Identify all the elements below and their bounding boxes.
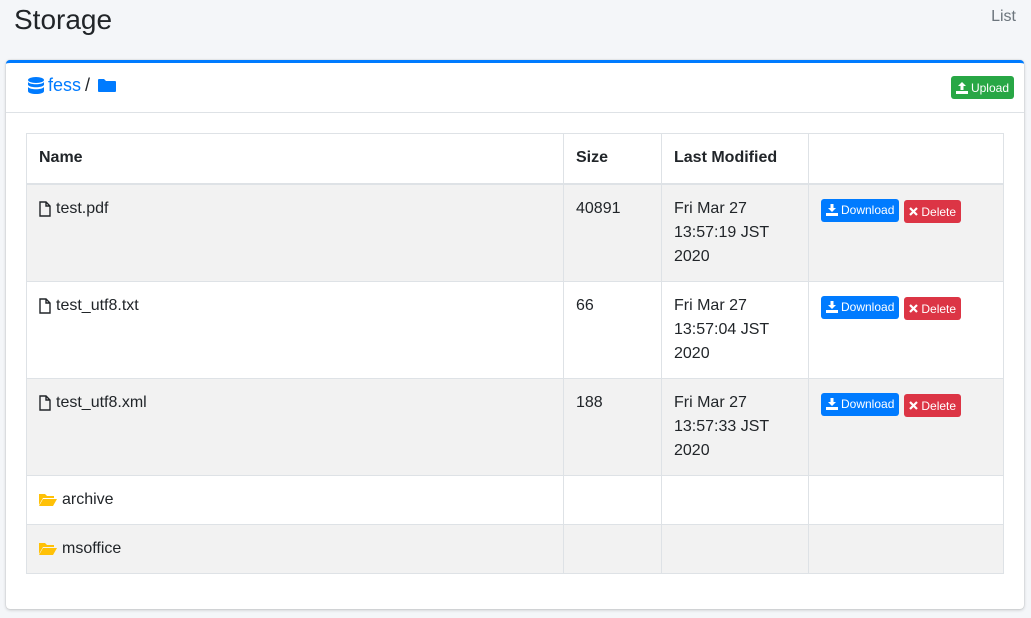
- file-icon: [39, 200, 51, 217]
- actions-cell: Download Delete: [808, 183, 1004, 282]
- folder-open-icon: [39, 493, 57, 506]
- upload-button[interactable]: Upload: [950, 76, 1014, 99]
- header-name: Name: [26, 133, 564, 185]
- times-icon: [909, 304, 919, 313]
- upload-icon: [955, 81, 968, 94]
- path-separator: /: [85, 75, 91, 95]
- file-table: Name Size Last Modified test.pdf 40891 F…: [26, 133, 1004, 574]
- table-row: msoffice: [26, 523, 1004, 574]
- size-cell: 66: [563, 280, 662, 379]
- modified-cell: Fri Mar 27 13:57:33 JST 2020: [661, 377, 809, 476]
- times-icon: [909, 401, 919, 410]
- download-button[interactable]: Download: [821, 198, 900, 222]
- folder-open-icon: [39, 542, 57, 555]
- table-row: test_utf8.txt 66 Fri Mar 27 13:57:04 JST 2…: [26, 280, 1004, 379]
- card-header: fess / Upload: [6, 63, 1024, 113]
- path-root-link[interactable]: fess: [48, 75, 82, 95]
- folder-name[interactable]: msoffice: [62, 539, 122, 557]
- folder-icon[interactable]: [98, 78, 117, 93]
- size-cell: 40891: [563, 183, 662, 282]
- name-cell: msoffice: [26, 523, 564, 574]
- table-row: test.pdf 40891 Fri Mar 27 13:57:19 JST 202…: [26, 183, 1004, 282]
- header-modified: Last Modified: [661, 133, 809, 185]
- database-icon: [28, 76, 44, 94]
- file-icon: [39, 394, 51, 411]
- table-row: archive: [26, 474, 1004, 525]
- folder-name[interactable]: archive: [62, 490, 114, 508]
- actions-cell: Download Delete: [808, 280, 1004, 379]
- file-name[interactable]: test_utf8.xml: [56, 393, 147, 411]
- download-icon: [826, 301, 838, 313]
- header-size: Size: [563, 133, 662, 185]
- download-icon: [826, 398, 838, 410]
- page-title: Storage: [14, 4, 113, 35]
- modified-cell: Fri Mar 27 13:57:04 JST 2020: [661, 280, 809, 379]
- delete-button[interactable]: Delete: [904, 394, 962, 417]
- delete-button[interactable]: Delete: [904, 200, 962, 223]
- file-icon: [39, 297, 51, 314]
- name-cell: test_utf8.xml: [26, 377, 564, 476]
- modified-cell: Fri Mar 27 13:57:19 JST 2020: [661, 183, 809, 282]
- path-breadcrumb: fess /: [28, 75, 117, 96]
- header-actions: [808, 133, 1004, 185]
- download-icon: [826, 204, 838, 216]
- times-icon: [909, 207, 919, 216]
- name-cell: test_utf8.txt: [26, 280, 564, 379]
- actions-cell: Download Delete: [808, 377, 1004, 476]
- name-cell: archive: [26, 474, 564, 525]
- download-button[interactable]: Download: [821, 295, 900, 319]
- table-row: test_utf8.xml 188 Fri Mar 27 13:57:33 JST…: [26, 377, 1004, 476]
- name-cell: test.pdf: [26, 183, 564, 282]
- file-name[interactable]: test.pdf: [56, 199, 109, 217]
- size-cell: 188: [563, 377, 662, 476]
- file-name[interactable]: test_utf8.txt: [56, 296, 139, 314]
- download-button[interactable]: Download: [821, 392, 900, 416]
- breadcrumb-list[interactable]: List: [991, 8, 1016, 25]
- storage-card: fess / Upload Name Size Last Modified te…: [6, 60, 1024, 609]
- delete-button[interactable]: Delete: [904, 297, 962, 320]
